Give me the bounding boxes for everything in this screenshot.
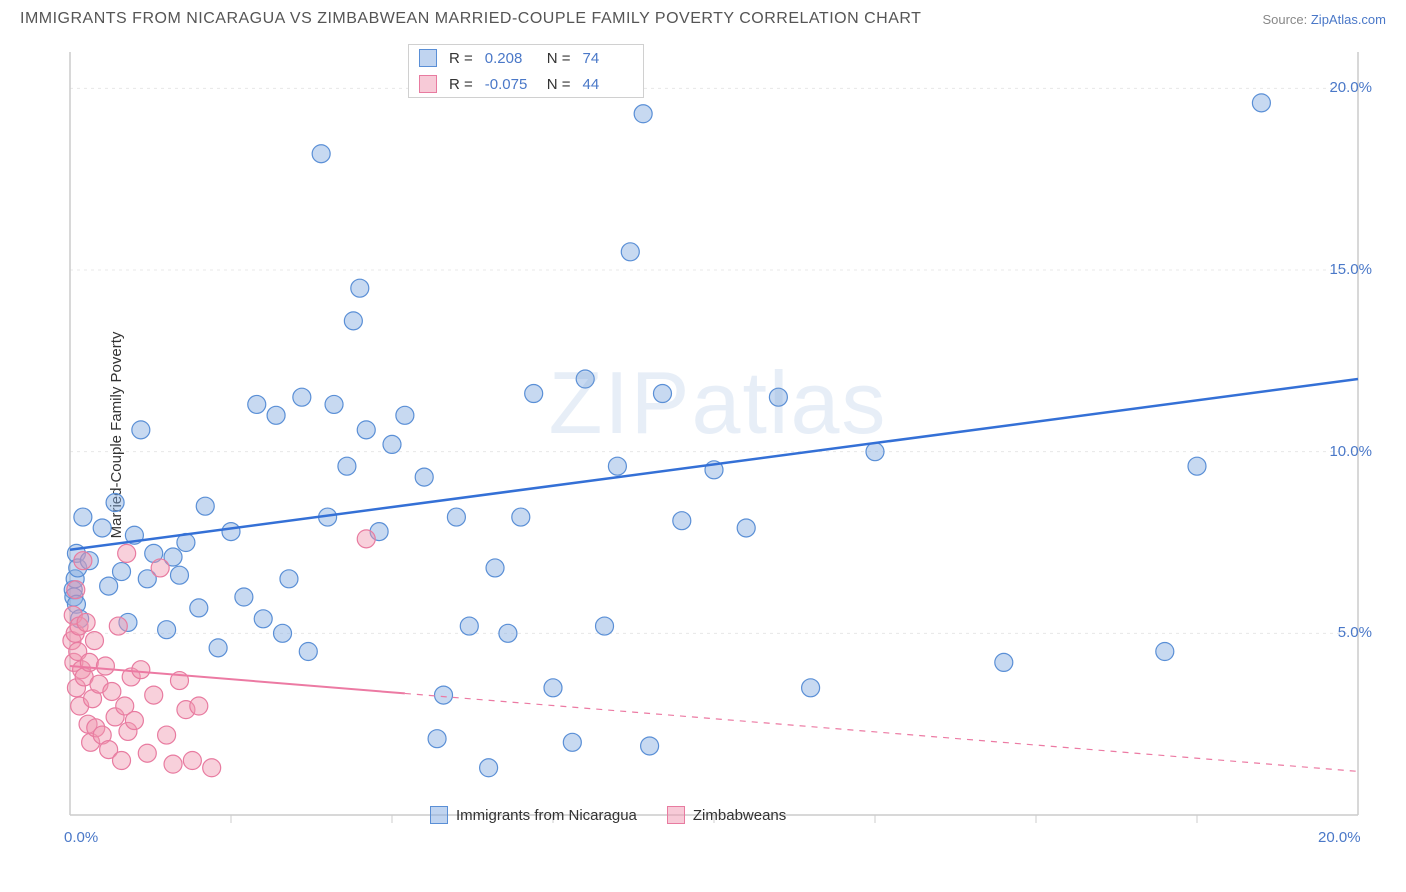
correlation-row: R =0.208N =74 [409, 45, 643, 71]
r-value: -0.075 [485, 76, 535, 93]
n-value: 74 [583, 50, 633, 67]
legend-item: Immigrants from Nicaragua [430, 806, 637, 824]
correlation-legend: R =0.208N =74R =-0.075N =44 [408, 44, 644, 98]
y-tick-label: 5.0% [1338, 624, 1372, 641]
scatter-plot [58, 40, 1378, 830]
legend-swatch [419, 49, 437, 67]
bottom-legend: Immigrants from Nicaragua Zimbabweans [430, 806, 786, 824]
legend-label: Immigrants from Nicaragua [456, 807, 637, 824]
legend-swatch [430, 806, 448, 824]
x-tick-label: 0.0% [64, 829, 98, 846]
legend-item: Zimbabweans [667, 806, 786, 824]
source-link[interactable]: ZipAtlas.com [1311, 12, 1386, 27]
legend-swatch [419, 75, 437, 93]
legend-label: Zimbabweans [693, 807, 786, 824]
n-value: 44 [583, 76, 633, 93]
y-tick-label: 15.0% [1329, 261, 1372, 278]
x-tick-label: 20.0% [1318, 829, 1361, 846]
chart-area: Married-Couple Family Poverty ZIPatlas R… [58, 40, 1378, 830]
correlation-row: R =-0.075N =44 [409, 71, 643, 97]
y-tick-label: 10.0% [1329, 443, 1372, 460]
y-tick-label: 20.0% [1329, 79, 1372, 96]
legend-swatch [667, 806, 685, 824]
r-value: 0.208 [485, 50, 535, 67]
chart-title: IMMIGRANTS FROM NICARAGUA VS ZIMBABWEAN … [20, 10, 921, 28]
source-attribution: Source: ZipAtlas.com [1262, 12, 1386, 27]
